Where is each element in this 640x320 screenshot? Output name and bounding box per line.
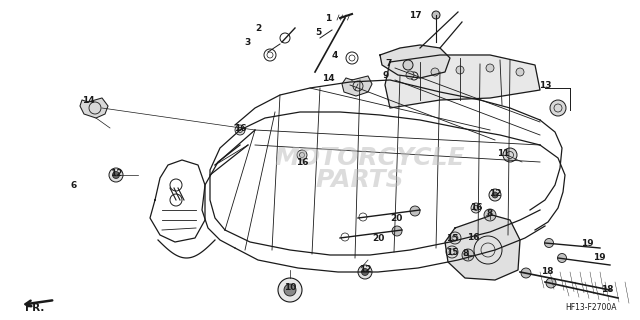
- Text: 13: 13: [539, 81, 551, 90]
- Text: 16: 16: [467, 233, 479, 242]
- Circle shape: [489, 189, 501, 201]
- Polygon shape: [385, 55, 540, 108]
- Polygon shape: [445, 215, 520, 280]
- Circle shape: [109, 168, 123, 182]
- Circle shape: [431, 68, 439, 76]
- Circle shape: [492, 192, 498, 198]
- Text: 20: 20: [390, 213, 402, 222]
- Circle shape: [113, 172, 120, 179]
- Text: 12: 12: [109, 169, 122, 178]
- Text: 9: 9: [383, 70, 389, 79]
- Circle shape: [469, 230, 479, 240]
- Text: 18: 18: [601, 285, 613, 294]
- Text: 11: 11: [497, 148, 509, 157]
- Text: 16: 16: [470, 203, 483, 212]
- Text: MOTORCYCLE: MOTORCYCLE: [275, 146, 465, 170]
- Circle shape: [432, 11, 440, 19]
- Text: 5: 5: [315, 28, 321, 36]
- Text: HF13-F2700A: HF13-F2700A: [565, 303, 616, 312]
- Text: 18: 18: [541, 268, 553, 276]
- Text: 12: 12: [359, 266, 371, 275]
- Circle shape: [484, 209, 496, 221]
- Circle shape: [456, 66, 464, 74]
- Text: FR.: FR.: [26, 303, 45, 313]
- Circle shape: [471, 203, 481, 213]
- Circle shape: [516, 68, 524, 76]
- Circle shape: [403, 60, 413, 70]
- Text: 2: 2: [255, 23, 261, 33]
- Circle shape: [545, 238, 554, 247]
- Text: 19: 19: [593, 253, 605, 262]
- Text: 7: 7: [386, 59, 392, 68]
- Circle shape: [406, 71, 414, 79]
- Text: 1: 1: [325, 13, 331, 22]
- Circle shape: [410, 206, 420, 216]
- Text: 14: 14: [322, 74, 334, 83]
- Circle shape: [503, 148, 517, 162]
- Text: 8: 8: [463, 249, 469, 258]
- Circle shape: [550, 100, 566, 116]
- Text: 19: 19: [580, 238, 593, 247]
- Text: 4: 4: [332, 51, 338, 60]
- Text: 15: 15: [445, 234, 458, 243]
- Text: 17: 17: [409, 11, 421, 20]
- Circle shape: [358, 265, 372, 279]
- Text: PARTS: PARTS: [316, 168, 404, 192]
- Circle shape: [284, 284, 296, 296]
- Text: 10: 10: [284, 284, 296, 292]
- Text: 20: 20: [372, 234, 384, 243]
- Circle shape: [546, 278, 556, 288]
- Circle shape: [449, 232, 461, 244]
- Text: 8: 8: [487, 209, 493, 218]
- Text: 15: 15: [445, 247, 458, 257]
- Text: 16: 16: [234, 124, 246, 132]
- Circle shape: [278, 278, 302, 302]
- Text: 6: 6: [71, 180, 77, 189]
- Text: 14: 14: [82, 95, 94, 105]
- Polygon shape: [80, 98, 108, 118]
- Polygon shape: [380, 45, 450, 78]
- Text: 12: 12: [489, 188, 501, 197]
- Circle shape: [235, 125, 245, 135]
- Circle shape: [557, 253, 566, 262]
- Circle shape: [462, 249, 474, 261]
- Circle shape: [297, 150, 307, 160]
- Circle shape: [362, 268, 369, 276]
- Circle shape: [392, 226, 402, 236]
- Circle shape: [486, 64, 494, 72]
- Circle shape: [521, 268, 531, 278]
- Polygon shape: [342, 76, 372, 96]
- Text: 3: 3: [244, 37, 250, 46]
- Circle shape: [446, 246, 458, 258]
- Text: 16: 16: [296, 157, 308, 166]
